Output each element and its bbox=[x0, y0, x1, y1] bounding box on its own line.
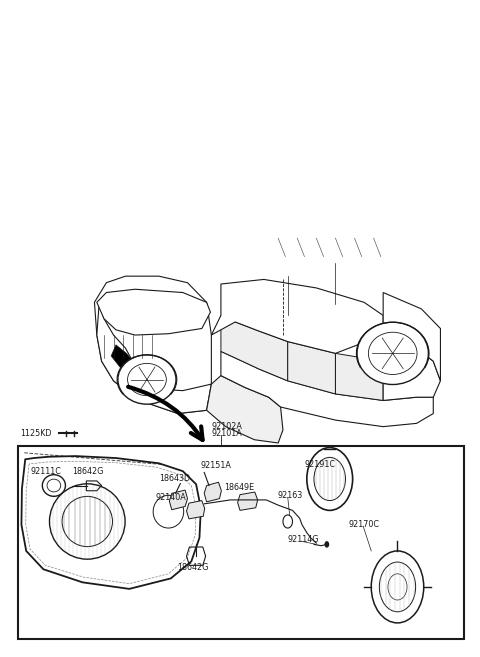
Text: 92191C: 92191C bbox=[304, 460, 336, 469]
Polygon shape bbox=[211, 279, 383, 353]
Bar bbox=[18, 446, 464, 639]
Polygon shape bbox=[221, 315, 288, 381]
Polygon shape bbox=[383, 335, 441, 401]
Ellipse shape bbox=[118, 355, 176, 404]
Polygon shape bbox=[22, 456, 201, 589]
Text: 18649E: 18649E bbox=[224, 483, 254, 492]
Circle shape bbox=[307, 447, 353, 510]
Circle shape bbox=[371, 551, 424, 623]
Polygon shape bbox=[206, 376, 283, 443]
Polygon shape bbox=[238, 492, 258, 510]
Text: 92102A: 92102A bbox=[211, 422, 242, 431]
Circle shape bbox=[324, 541, 329, 548]
Polygon shape bbox=[336, 353, 383, 401]
Text: 1125KD: 1125KD bbox=[21, 428, 52, 438]
Text: 92114G: 92114G bbox=[288, 535, 319, 544]
Text: 92101A: 92101A bbox=[211, 428, 242, 438]
Text: 18642G: 18642G bbox=[72, 466, 103, 476]
Polygon shape bbox=[288, 342, 336, 394]
Polygon shape bbox=[130, 382, 211, 413]
Text: 92140A: 92140A bbox=[155, 493, 186, 502]
Ellipse shape bbox=[357, 322, 429, 384]
Polygon shape bbox=[97, 289, 210, 335]
Text: 18642G: 18642G bbox=[177, 564, 208, 572]
Polygon shape bbox=[169, 490, 188, 510]
Polygon shape bbox=[204, 482, 221, 502]
Text: 92111C: 92111C bbox=[31, 466, 62, 476]
Text: 92170C: 92170C bbox=[349, 520, 380, 530]
Text: 92163: 92163 bbox=[277, 491, 302, 500]
Polygon shape bbox=[95, 276, 211, 413]
Text: 18643D: 18643D bbox=[159, 474, 190, 484]
Polygon shape bbox=[111, 345, 134, 374]
Polygon shape bbox=[97, 302, 132, 394]
Polygon shape bbox=[187, 501, 204, 519]
Text: 92151A: 92151A bbox=[201, 461, 232, 470]
Polygon shape bbox=[221, 351, 433, 426]
Polygon shape bbox=[383, 292, 441, 381]
